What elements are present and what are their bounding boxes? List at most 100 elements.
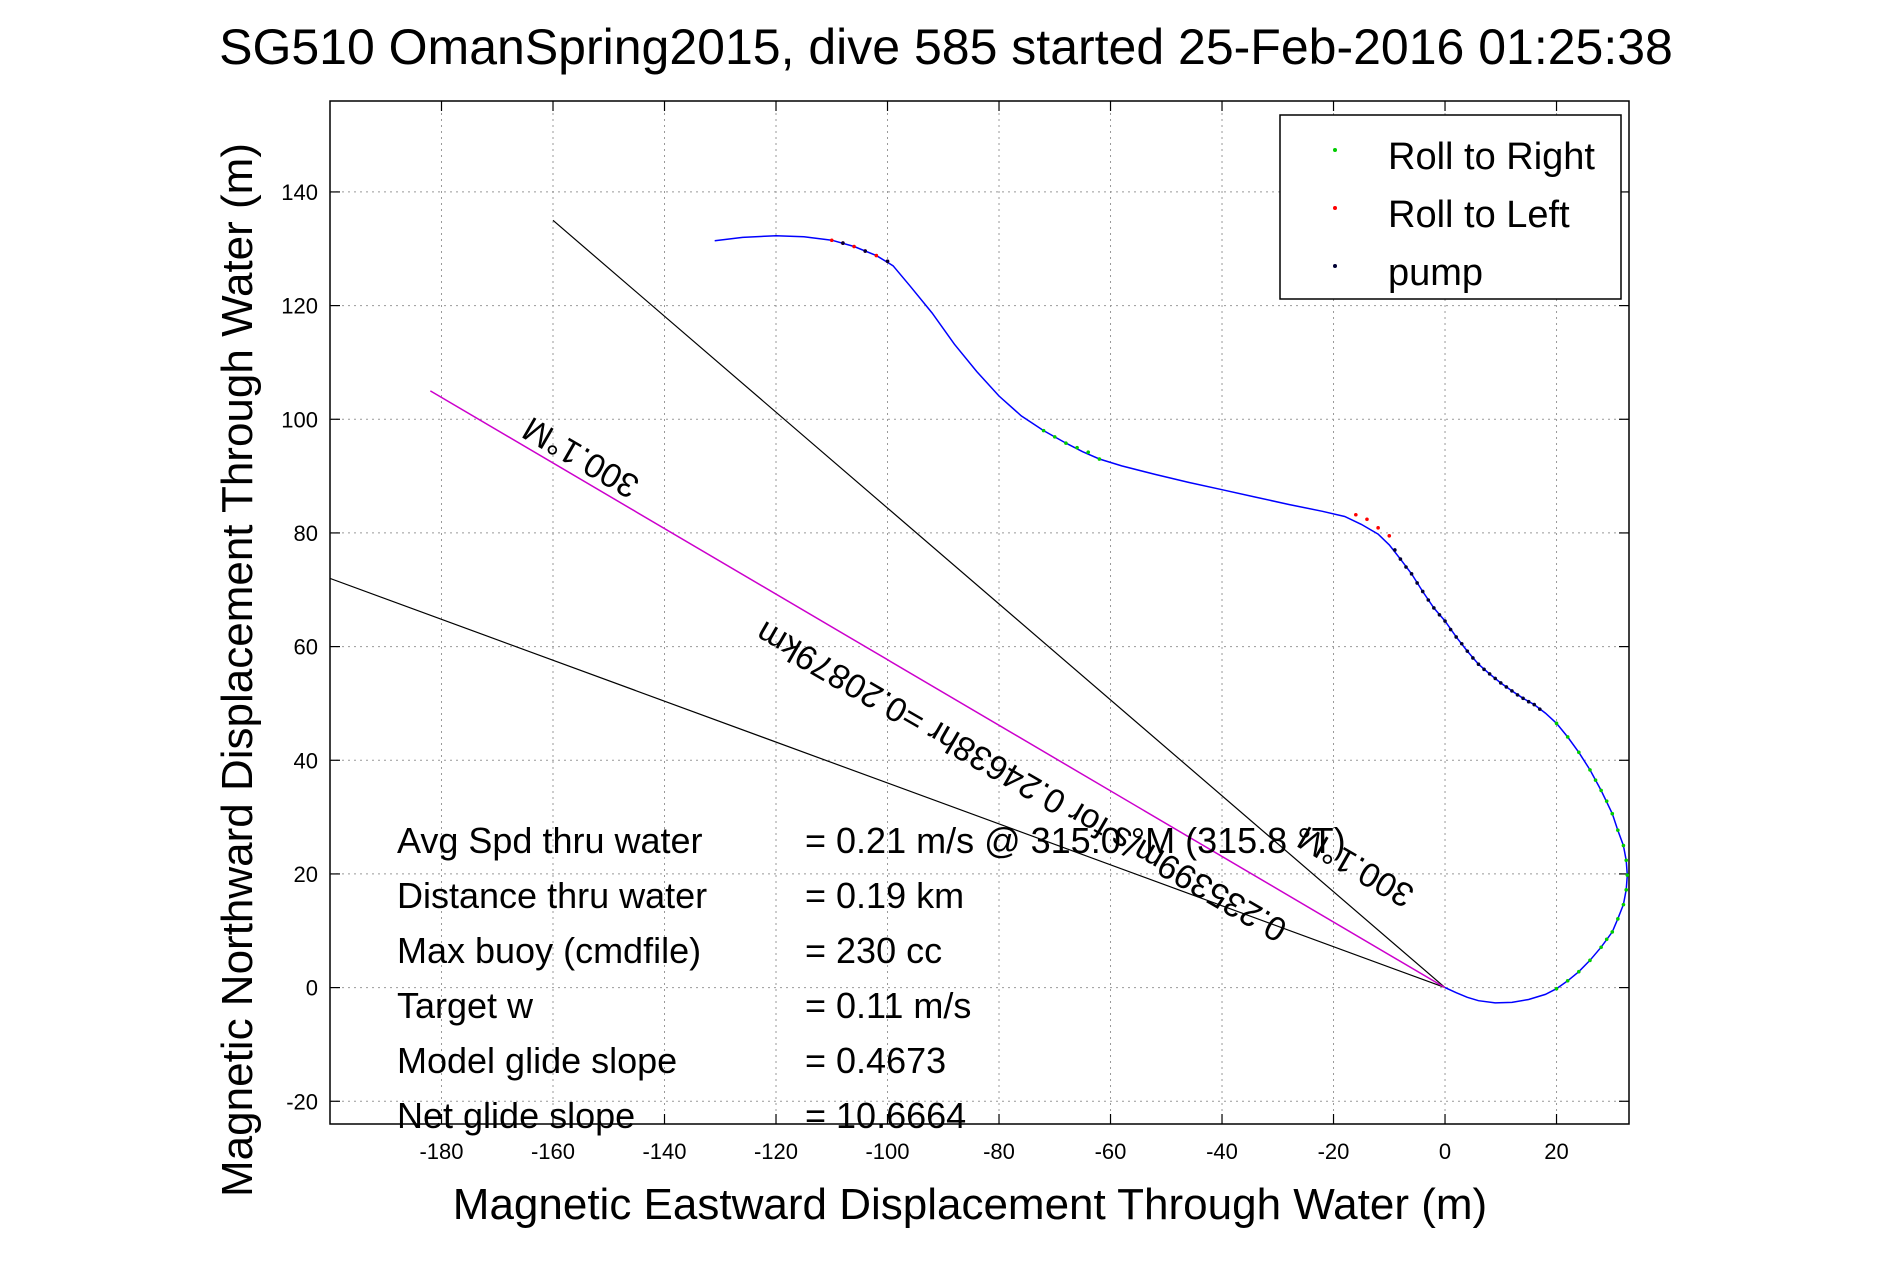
pump-point	[1415, 581, 1419, 585]
pump-point	[1465, 649, 1470, 653]
roll-right-point	[1097, 457, 1102, 461]
roll-left-point	[1365, 517, 1369, 522]
pump-point	[1404, 565, 1408, 569]
pump-point	[1432, 606, 1436, 610]
y-axis-label: Magnetic Northward Displacement Through …	[213, 143, 262, 1197]
legend-marker-roll-right	[1333, 148, 1337, 152]
x-tick-label: -180	[419, 1139, 463, 1164]
y-tick-label: 80	[294, 521, 318, 546]
roll-right-point	[1577, 750, 1581, 755]
stat-value: = 0.4673	[805, 1040, 946, 1081]
y-tick-label: 140	[281, 180, 318, 205]
legend-box	[1279, 114, 1622, 300]
stat-value: = 10.6664	[805, 1095, 966, 1136]
pump-point	[885, 259, 890, 264]
legend-marker-roll-left	[1333, 206, 1337, 210]
roll-left-point	[1387, 533, 1392, 538]
x-tick-label: -140	[642, 1139, 686, 1164]
roll-left-point	[829, 238, 834, 243]
roll-right-point	[1565, 978, 1570, 983]
x-axis-label: Magnetic Eastward Displacement Through W…	[453, 1180, 1487, 1229]
pump-point	[1515, 693, 1520, 697]
legend: Roll to Right Roll to Left pump	[1279, 114, 1622, 300]
roll-right-point	[1616, 828, 1620, 832]
y-tick-label: 40	[294, 748, 318, 773]
pump-point	[1393, 548, 1397, 552]
pump-point	[1398, 557, 1403, 561]
roll-left-point	[1354, 512, 1358, 517]
roll-right-point	[1625, 873, 1629, 877]
roll-right-point	[1052, 435, 1057, 439]
roll-right-point	[1621, 843, 1626, 848]
heading-bound-lines	[330, 219, 1446, 989]
roll-right-point	[1599, 945, 1603, 950]
pump-point	[1443, 619, 1447, 623]
roll-right-point	[1086, 450, 1091, 455]
roll-left-point	[874, 253, 879, 258]
roll-right-point	[1075, 445, 1079, 450]
stat-label: Max buoy (cmdfile)	[397, 930, 701, 971]
stat-label: Distance thru water	[397, 875, 707, 916]
pump-point	[1437, 612, 1442, 617]
pump-point	[1498, 681, 1503, 685]
stat-label: Net glide slope	[397, 1095, 635, 1136]
legend-marker-pump	[1333, 264, 1337, 268]
pump-point	[1476, 662, 1481, 667]
pump-point	[1487, 672, 1492, 676]
roll-right-point	[1610, 930, 1615, 934]
roll-right-point	[1565, 735, 1570, 739]
legend-label-roll-right: Roll to Right	[1388, 136, 1595, 178]
roll-right-point	[1604, 937, 1609, 942]
y-tick-label: 100	[281, 407, 318, 432]
x-tick-label: -100	[865, 1139, 909, 1164]
average-heading-line	[429, 390, 1446, 989]
y-tick-label: 0	[306, 976, 318, 1001]
y-tick-label: 20	[294, 862, 318, 887]
roll-right-point	[1593, 778, 1598, 782]
roll-right-point	[1624, 888, 1629, 892]
pump-point	[1426, 598, 1431, 602]
grid	[330, 101, 1629, 1124]
x-tick-label: 0	[1439, 1139, 1451, 1164]
pump-point	[1448, 627, 1453, 632]
pump-point	[1471, 656, 1475, 660]
track-markers	[829, 238, 1629, 991]
pump-point	[841, 241, 845, 245]
x-tick-label: 20	[1544, 1139, 1568, 1164]
x-tick-label: -80	[983, 1139, 1015, 1164]
stat-value: = 230 cc	[805, 930, 942, 971]
pump-point	[1532, 702, 1537, 707]
stat-value: = 0.21 m/s @ 315.0 °M (315.8 °T)	[805, 820, 1346, 861]
pump-point	[863, 249, 868, 253]
roll-right-point	[1588, 958, 1592, 963]
heading-line	[429, 390, 1446, 989]
legend-label-pump: pump	[1388, 252, 1483, 294]
roll-right-point	[1624, 858, 1629, 863]
stat-value: = 0.11 m/s	[805, 985, 971, 1026]
pump-point	[1526, 699, 1531, 704]
pump-point	[1493, 676, 1497, 681]
y-tick-label: 60	[294, 635, 318, 660]
stat-label: Avg Spd thru water	[397, 820, 703, 861]
heading-bound-line	[552, 219, 1446, 989]
dive-statistics: Avg Spd thru water = 0.21 m/s @ 315.0 °M …	[397, 820, 1346, 1136]
pump-point	[1420, 589, 1425, 594]
x-tick-label: -60	[1095, 1139, 1127, 1164]
roll-right-point	[1041, 428, 1046, 433]
x-tick-label: -120	[754, 1139, 798, 1164]
stat-label: Target w	[397, 985, 534, 1026]
pump-point	[1409, 572, 1414, 576]
stat-label: Model glide slope	[397, 1040, 677, 1081]
roll-right-point	[1610, 811, 1615, 816]
roll-right-point	[1599, 788, 1603, 793]
pump-point	[1482, 667, 1486, 672]
legend-label-roll-left: Roll to Left	[1388, 194, 1570, 236]
x-tick-label: -40	[1206, 1139, 1238, 1164]
roll-right-point	[1616, 917, 1620, 921]
x-tick-label: -20	[1318, 1139, 1350, 1164]
y-tick-label: -20	[286, 1089, 318, 1114]
roll-right-point	[1577, 969, 1581, 974]
pump-point	[1454, 635, 1458, 639]
pump-point	[1504, 685, 1509, 689]
